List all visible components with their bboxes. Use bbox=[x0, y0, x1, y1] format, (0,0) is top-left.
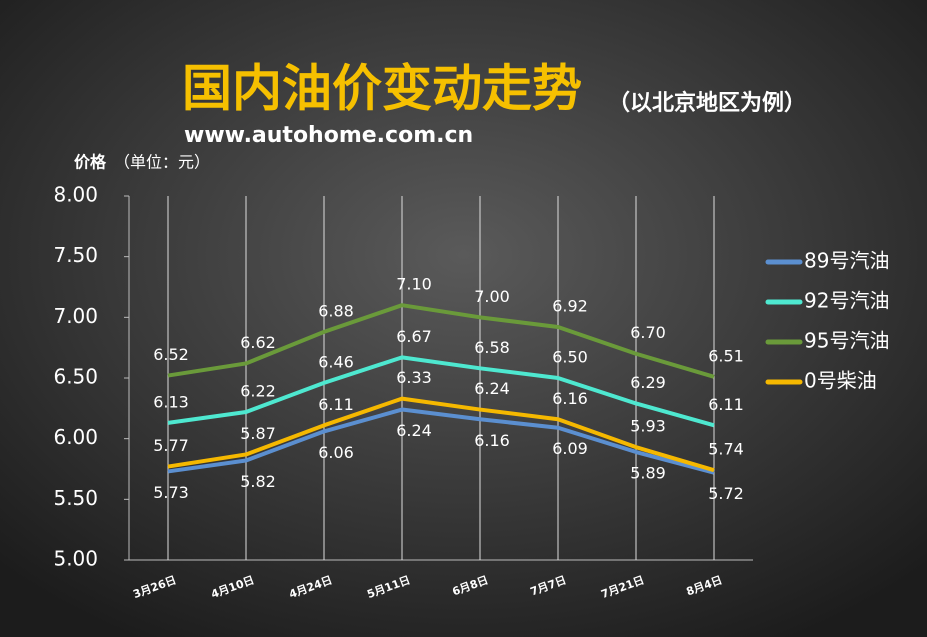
data-label: 5.93 bbox=[630, 417, 666, 436]
data-label: 6.88 bbox=[318, 301, 354, 320]
data-label: 6.06 bbox=[318, 443, 354, 462]
y-tick-label: 7.00 bbox=[53, 304, 98, 328]
data-label: 6.70 bbox=[630, 323, 666, 342]
y-tick-label: 8.00 bbox=[53, 183, 98, 207]
series-line bbox=[167, 407, 715, 475]
data-label: 5.89 bbox=[630, 464, 666, 483]
data-label: 6.13 bbox=[153, 392, 189, 411]
source: www.autohome.com.cn bbox=[184, 123, 473, 148]
data-label: 6.24 bbox=[396, 421, 432, 440]
data-label: 6.52 bbox=[153, 345, 189, 364]
data-label: 5.87 bbox=[240, 424, 276, 443]
series-line bbox=[167, 355, 715, 428]
legend-label: 95号汽油 bbox=[804, 329, 889, 353]
y-tick-label: 6.00 bbox=[53, 425, 98, 449]
legend-label: 92号汽油 bbox=[804, 289, 889, 313]
data-label: 6.11 bbox=[708, 395, 744, 414]
data-label: 6.51 bbox=[708, 346, 744, 365]
data-label: 6.09 bbox=[552, 439, 588, 458]
data-label: 6.16 bbox=[474, 431, 510, 450]
y-tick-label: 5.50 bbox=[53, 486, 98, 510]
data-label: 6.29 bbox=[630, 373, 666, 392]
data-label: 6.62 bbox=[240, 333, 276, 352]
data-label: 5.77 bbox=[153, 436, 189, 455]
data-label: 5.74 bbox=[708, 440, 744, 459]
data-label: 6.92 bbox=[552, 297, 588, 316]
data-label: 5.72 bbox=[708, 484, 744, 503]
data-label: 6.50 bbox=[552, 348, 588, 367]
data-label: 7.00 bbox=[474, 287, 510, 306]
legend-label: 89号汽油 bbox=[804, 249, 889, 273]
data-label: 7.10 bbox=[396, 275, 432, 294]
y-tick-label: 7.50 bbox=[53, 243, 98, 267]
chart-title: 国内油价变动走势 bbox=[182, 60, 582, 118]
y-axis-label: 价格 bbox=[74, 153, 107, 172]
data-label: 6.16 bbox=[552, 389, 588, 408]
series-line bbox=[167, 396, 715, 473]
y-axis-unit: （单位：元） bbox=[114, 153, 210, 172]
data-label: 6.22 bbox=[240, 381, 276, 400]
y-tick-label: 6.50 bbox=[53, 365, 98, 389]
chart-subtitle: （以北京地区为例） bbox=[608, 90, 806, 116]
data-label: 6.24 bbox=[474, 379, 510, 398]
data-label: 6.46 bbox=[318, 352, 354, 371]
data-label: 6.67 bbox=[396, 327, 432, 346]
series-line bbox=[167, 303, 715, 379]
data-label: 5.82 bbox=[240, 472, 276, 491]
data-label: 5.73 bbox=[153, 483, 189, 502]
data-label: 6.33 bbox=[396, 368, 432, 387]
data-label: 6.58 bbox=[474, 338, 510, 357]
data-label: 6.11 bbox=[318, 395, 354, 414]
y-tick-label: 5.00 bbox=[53, 547, 98, 571]
legend-label: 0号柴油 bbox=[804, 369, 877, 393]
